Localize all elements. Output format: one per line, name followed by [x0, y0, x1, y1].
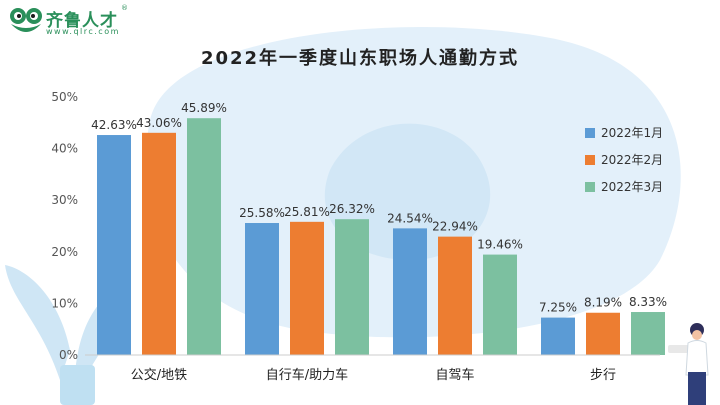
bar [290, 221, 324, 355]
brand-name: 齐鲁人才 [46, 11, 118, 31]
y-axis: 0% 10% 20% 30% 40% 50% [51, 90, 78, 362]
bar [187, 118, 221, 355]
bar [245, 223, 279, 355]
legend-swatch [585, 155, 595, 165]
data-label: 19.46% [477, 238, 523, 252]
x-category-label: 公交/地铁 [131, 367, 187, 383]
data-label: 42.63% [91, 118, 137, 132]
bar [335, 219, 369, 355]
data-label: 43.06% [136, 116, 182, 130]
x-category-label: 自行车/助力车 [266, 367, 348, 383]
y-tick-label: 20% [51, 245, 78, 259]
data-label: 7.25% [539, 301, 577, 315]
bars [97, 118, 665, 355]
data-label: 25.81% [284, 205, 330, 219]
bar [393, 228, 427, 355]
data-label: 25.58% [239, 206, 285, 220]
bar [438, 236, 472, 355]
x-category-label: 自驾车 [435, 367, 474, 383]
data-label: 8.19% [584, 296, 622, 310]
chart-title: 2022年一季度山东职场人通勤方式 [200, 48, 520, 69]
brand-url: www.qlrc.com [46, 27, 120, 36]
bar [631, 312, 665, 355]
data-label: 24.54% [387, 211, 433, 225]
frog-logo-icon [10, 8, 42, 32]
y-tick-label: 10% [51, 296, 78, 310]
legend: 2022年1月 2022年2月 2022年3月 [585, 126, 663, 194]
bar [541, 317, 575, 355]
legend-label: 2022年2月 [601, 153, 663, 167]
x-axis-categories: 公交/地铁 自行车/助力车 自驾车 步行 [131, 367, 616, 383]
bar [483, 254, 517, 355]
brand-registered-mark: ® [121, 4, 128, 12]
y-tick-label: 40% [51, 142, 78, 156]
data-label: 8.33% [629, 295, 667, 309]
x-category-label: 步行 [590, 368, 616, 383]
y-tick-label: 50% [51, 90, 78, 104]
legend-swatch [585, 128, 595, 138]
legend-label: 2022年3月 [601, 180, 663, 194]
legend-swatch [585, 182, 595, 192]
person-illustration [668, 323, 709, 405]
y-tick-label: 30% [51, 193, 78, 207]
data-label: 45.89% [181, 101, 227, 115]
legend-label: 2022年1月 [601, 126, 663, 140]
data-label: 22.94% [432, 220, 478, 234]
y-tick-label: 0% [59, 348, 78, 362]
bar [97, 135, 131, 355]
data-labels: 42.63% 43.06%45.89% 25.58% 25.81% 26.32% 24.5… [91, 101, 667, 314]
data-label: 26.32% [329, 202, 375, 216]
bar [142, 132, 176, 355]
bar [586, 312, 620, 355]
